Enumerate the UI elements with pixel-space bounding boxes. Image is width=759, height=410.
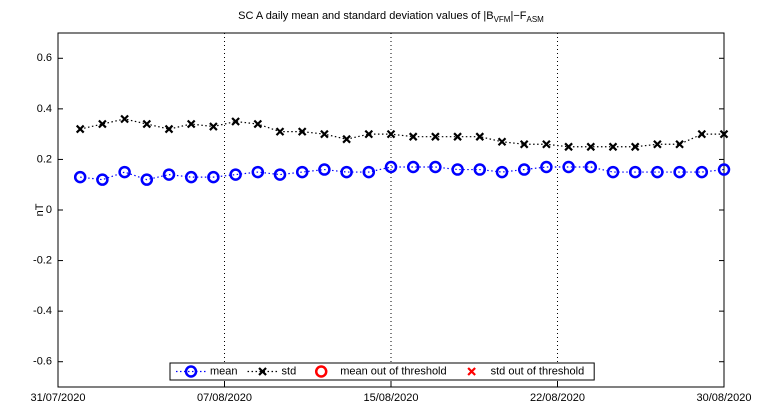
std-marker — [253, 119, 263, 129]
mean-marker — [717, 163, 731, 176]
mean-marker — [473, 163, 487, 176]
std-marker — [186, 119, 196, 129]
std-marker — [475, 132, 485, 141]
mean-marker — [340, 165, 353, 179]
mean-marker — [429, 160, 442, 174]
mean-marker — [318, 163, 331, 176]
std-marker — [98, 119, 107, 129]
mean-marker — [562, 160, 575, 174]
std-marker — [75, 124, 85, 134]
mean-marker — [651, 165, 664, 179]
mean-marker — [140, 173, 154, 186]
mean-marker — [406, 160, 420, 174]
mean-marker — [540, 160, 553, 174]
x-tick-label: 30/08/2020 — [696, 392, 751, 404]
std-marker — [431, 132, 440, 141]
std-marker — [608, 142, 618, 152]
std-marker — [320, 129, 329, 139]
mean-marker — [229, 168, 242, 181]
legend-label: std out of threshold — [491, 365, 585, 377]
mean-marker — [314, 365, 328, 378]
std-marker — [275, 127, 285, 136]
std-marker — [497, 137, 507, 147]
std-marker — [453, 132, 462, 141]
x-tick-label: 15/08/2020 — [363, 392, 418, 404]
std-marker — [564, 142, 573, 152]
x-tick-label: 31/07/2020 — [30, 392, 85, 404]
mean-marker — [73, 170, 87, 184]
std-marker — [519, 139, 529, 149]
mean-marker — [362, 165, 376, 179]
x-tick-label: 22/08/2020 — [530, 392, 585, 404]
std-marker — [719, 129, 729, 139]
std-marker — [297, 127, 307, 136]
y-tick-label: 0.2 — [37, 153, 52, 165]
std-marker — [364, 129, 374, 139]
legend-label: mean — [210, 365, 238, 377]
mean-marker — [451, 163, 464, 176]
series-line — [80, 118, 724, 148]
mean-marker — [96, 173, 109, 186]
std-marker — [142, 119, 152, 129]
std-marker — [120, 114, 129, 124]
legend-label: mean out of threshold — [340, 365, 446, 377]
std-marker — [542, 139, 551, 149]
mean-marker — [584, 160, 598, 174]
mean-marker — [184, 365, 198, 378]
legend-label: std — [282, 365, 297, 377]
legend: mean std mean out of threshold std out of t… — [169, 362, 595, 381]
mean-marker — [251, 165, 265, 179]
std-marker — [258, 367, 267, 376]
mean-marker — [606, 165, 620, 179]
std-marker — [231, 117, 240, 126]
y-tick-label: 0 — [46, 204, 52, 216]
std-marker — [653, 139, 662, 149]
mean-marker — [273, 168, 287, 181]
mean-marker — [295, 165, 309, 179]
mean-marker — [384, 160, 398, 174]
y-tick-label: -0.4 — [33, 305, 52, 317]
mean-marker — [673, 165, 686, 179]
std-marker — [408, 132, 418, 141]
y-tick-label: -0.6 — [33, 356, 52, 368]
std-marker — [209, 122, 218, 131]
std-marker — [697, 129, 707, 139]
chart-title: SC A daily mean and standard deviation v… — [238, 10, 544, 24]
std-marker — [164, 124, 174, 134]
mean-marker — [695, 165, 709, 179]
mean-marker — [207, 170, 220, 184]
x-tick-label: 07/08/2020 — [197, 392, 252, 404]
mean-marker — [184, 170, 198, 184]
std-marker — [386, 129, 396, 139]
y-tick-label: 0.4 — [37, 103, 52, 115]
mean-marker — [517, 163, 531, 176]
std-marker — [675, 139, 684, 149]
y-axis-label: nT — [34, 203, 46, 216]
std-marker — [586, 142, 596, 152]
mean-marker — [495, 165, 509, 179]
legend-box — [169, 362, 595, 381]
title-part: SC A daily mean and standard deviation v… — [238, 10, 493, 22]
title-subscript: ASM — [526, 15, 544, 24]
mean-marker — [162, 168, 176, 181]
title-subscript: VFM — [494, 15, 511, 24]
mean-marker — [628, 165, 642, 179]
std-marker — [630, 142, 640, 152]
title-part: |−F — [510, 10, 526, 22]
mean-marker — [118, 165, 131, 179]
std-marker — [467, 367, 476, 376]
y-tick-label: 0.6 — [37, 52, 52, 64]
y-tick-label: -0.2 — [33, 254, 52, 266]
std-marker — [342, 134, 351, 144]
